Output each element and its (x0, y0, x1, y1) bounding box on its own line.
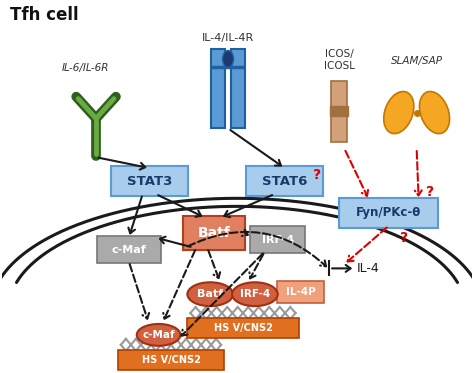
FancyBboxPatch shape (97, 236, 161, 263)
Ellipse shape (223, 50, 234, 68)
FancyBboxPatch shape (211, 49, 225, 128)
FancyBboxPatch shape (277, 281, 324, 303)
FancyBboxPatch shape (339, 198, 438, 228)
Text: IL-4/IL-4R: IL-4/IL-4R (202, 33, 254, 43)
FancyBboxPatch shape (250, 226, 305, 254)
Text: ICOS/
ICOSL: ICOS/ ICOSL (324, 49, 355, 71)
FancyBboxPatch shape (330, 106, 348, 116)
Text: IRF-4: IRF-4 (240, 289, 270, 299)
Text: IRF-4: IRF-4 (262, 235, 294, 245)
FancyBboxPatch shape (183, 216, 245, 250)
Text: HS V/CNS2: HS V/CNS2 (213, 323, 273, 333)
Text: Tfh cell: Tfh cell (9, 6, 78, 24)
FancyBboxPatch shape (111, 166, 188, 196)
Text: IL-6/IL-6R: IL-6/IL-6R (61, 63, 109, 73)
Text: IL-4: IL-4 (357, 262, 380, 275)
Text: HS V/CNS2: HS V/CNS2 (142, 355, 201, 365)
Text: c-Maf: c-Maf (142, 330, 175, 340)
Text: Batf: Batf (197, 289, 223, 299)
Ellipse shape (419, 91, 449, 134)
Ellipse shape (187, 282, 233, 306)
Text: Batf: Batf (198, 226, 230, 240)
FancyBboxPatch shape (331, 81, 347, 142)
FancyBboxPatch shape (246, 166, 323, 196)
Text: STAT3: STAT3 (127, 175, 173, 188)
Ellipse shape (384, 91, 414, 134)
Text: ?: ? (427, 185, 435, 199)
Text: Fyn/PKc-θ: Fyn/PKc-θ (356, 206, 421, 219)
Text: IL-4P: IL-4P (286, 287, 315, 297)
FancyBboxPatch shape (231, 49, 245, 128)
FancyBboxPatch shape (187, 318, 299, 338)
Text: SLAM/SAP: SLAM/SAP (391, 56, 443, 66)
FancyBboxPatch shape (118, 350, 224, 370)
Ellipse shape (137, 324, 181, 346)
Text: ?: ? (400, 231, 408, 245)
Text: c-Maf: c-Maf (111, 245, 146, 254)
Ellipse shape (232, 282, 278, 306)
Text: ?: ? (313, 168, 321, 182)
Text: STAT6: STAT6 (262, 175, 307, 188)
